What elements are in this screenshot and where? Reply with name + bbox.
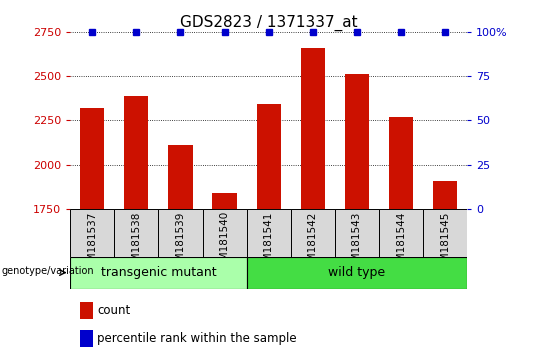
Text: GSM181537: GSM181537 (87, 211, 97, 275)
Text: wild type: wild type (328, 266, 386, 279)
Bar (114, 209, 158, 257)
Text: percentile rank within the sample: percentile rank within the sample (97, 332, 297, 345)
Bar (79, 302, 93, 319)
Bar (80, 108, 104, 209)
Text: GSM181540: GSM181540 (220, 211, 229, 274)
Text: GSM181545: GSM181545 (440, 211, 450, 275)
Bar (168, 145, 193, 209)
Text: transgenic mutant: transgenic mutant (100, 266, 216, 279)
Bar (291, 209, 335, 257)
Bar (379, 209, 423, 257)
Bar (158, 209, 202, 257)
Bar (247, 257, 467, 289)
Bar (335, 209, 379, 257)
Bar (301, 48, 325, 209)
Bar (70, 209, 114, 257)
Text: count: count (97, 304, 131, 317)
Bar (389, 117, 413, 209)
Bar (79, 330, 93, 347)
Text: GSM181544: GSM181544 (396, 211, 406, 275)
Bar (212, 193, 237, 209)
Bar (423, 209, 467, 257)
Text: GSM181543: GSM181543 (352, 211, 362, 275)
Bar (345, 74, 369, 209)
Bar (202, 209, 247, 257)
Bar (124, 96, 148, 209)
Bar (247, 209, 291, 257)
Text: GSM181541: GSM181541 (264, 211, 274, 275)
Bar (256, 104, 281, 209)
Text: genotype/variation: genotype/variation (2, 266, 94, 276)
Bar (70, 257, 247, 289)
Title: GDS2823 / 1371337_at: GDS2823 / 1371337_at (180, 14, 357, 30)
Text: GSM181542: GSM181542 (308, 211, 318, 275)
Text: GSM181539: GSM181539 (176, 211, 185, 275)
Bar (433, 181, 457, 209)
Text: GSM181538: GSM181538 (131, 211, 141, 275)
